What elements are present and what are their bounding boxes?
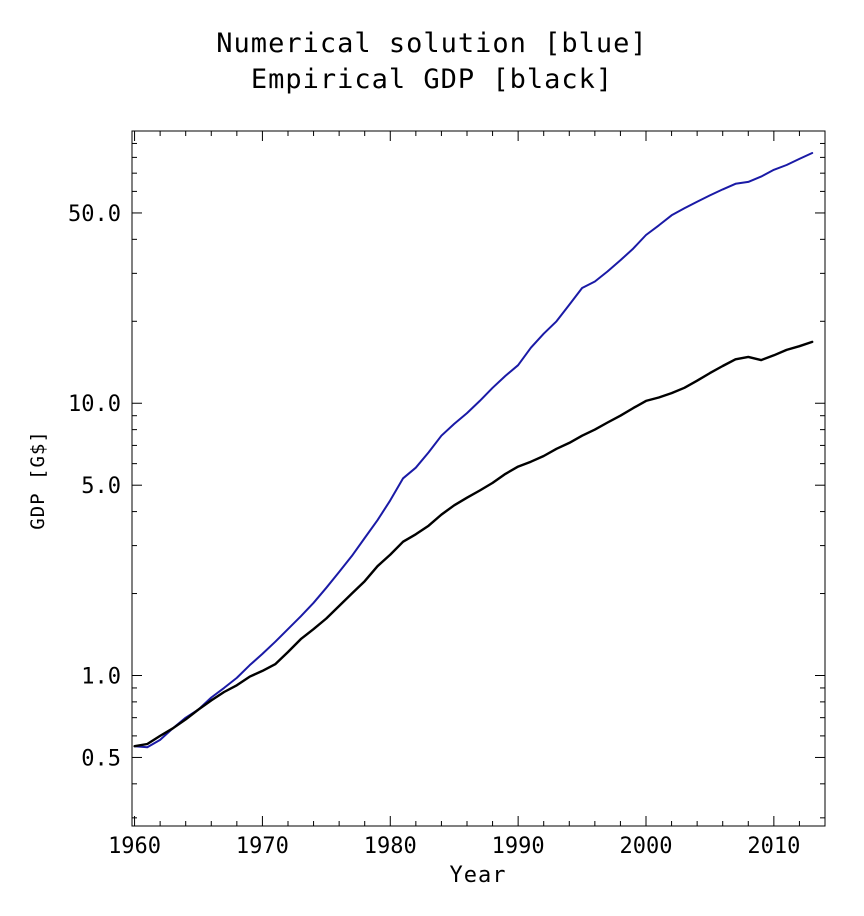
y-tick-label: 0.5: [81, 746, 121, 771]
x-axis: 1960 1970 1980 1990 2000 2010: [108, 131, 826, 859]
plot-frame: [131, 130, 826, 827]
x-tick-label: 1980: [364, 834, 417, 859]
empirical-series-line: [133, 340, 814, 748]
y-axis: 0.5 1.0 5.0 10.0 50.0: [68, 142, 825, 819]
x-tick-label: 2000: [620, 834, 673, 859]
y-tick-label: 10.0: [68, 392, 121, 417]
y-tick-label: 5.0: [81, 474, 121, 499]
chart-title-line-2: Empirical GDP [black]: [250, 64, 614, 95]
numerical-series-line: [133, 152, 814, 749]
x-tick-label: 1960: [108, 834, 161, 859]
chart-title-line-1: Numerical solution [blue]: [216, 28, 648, 59]
x-tick-label: 1970: [236, 834, 289, 859]
x-tick-label: 2010: [747, 834, 800, 859]
y-axis-label: GDP [G$]: [27, 430, 49, 530]
x-tick-label: 1990: [492, 834, 545, 859]
y-tick-label: 50.0: [68, 202, 121, 227]
y-tick-label: 1.0: [81, 664, 121, 689]
x-axis-label: Year: [450, 863, 507, 888]
series-layer: [133, 152, 814, 749]
